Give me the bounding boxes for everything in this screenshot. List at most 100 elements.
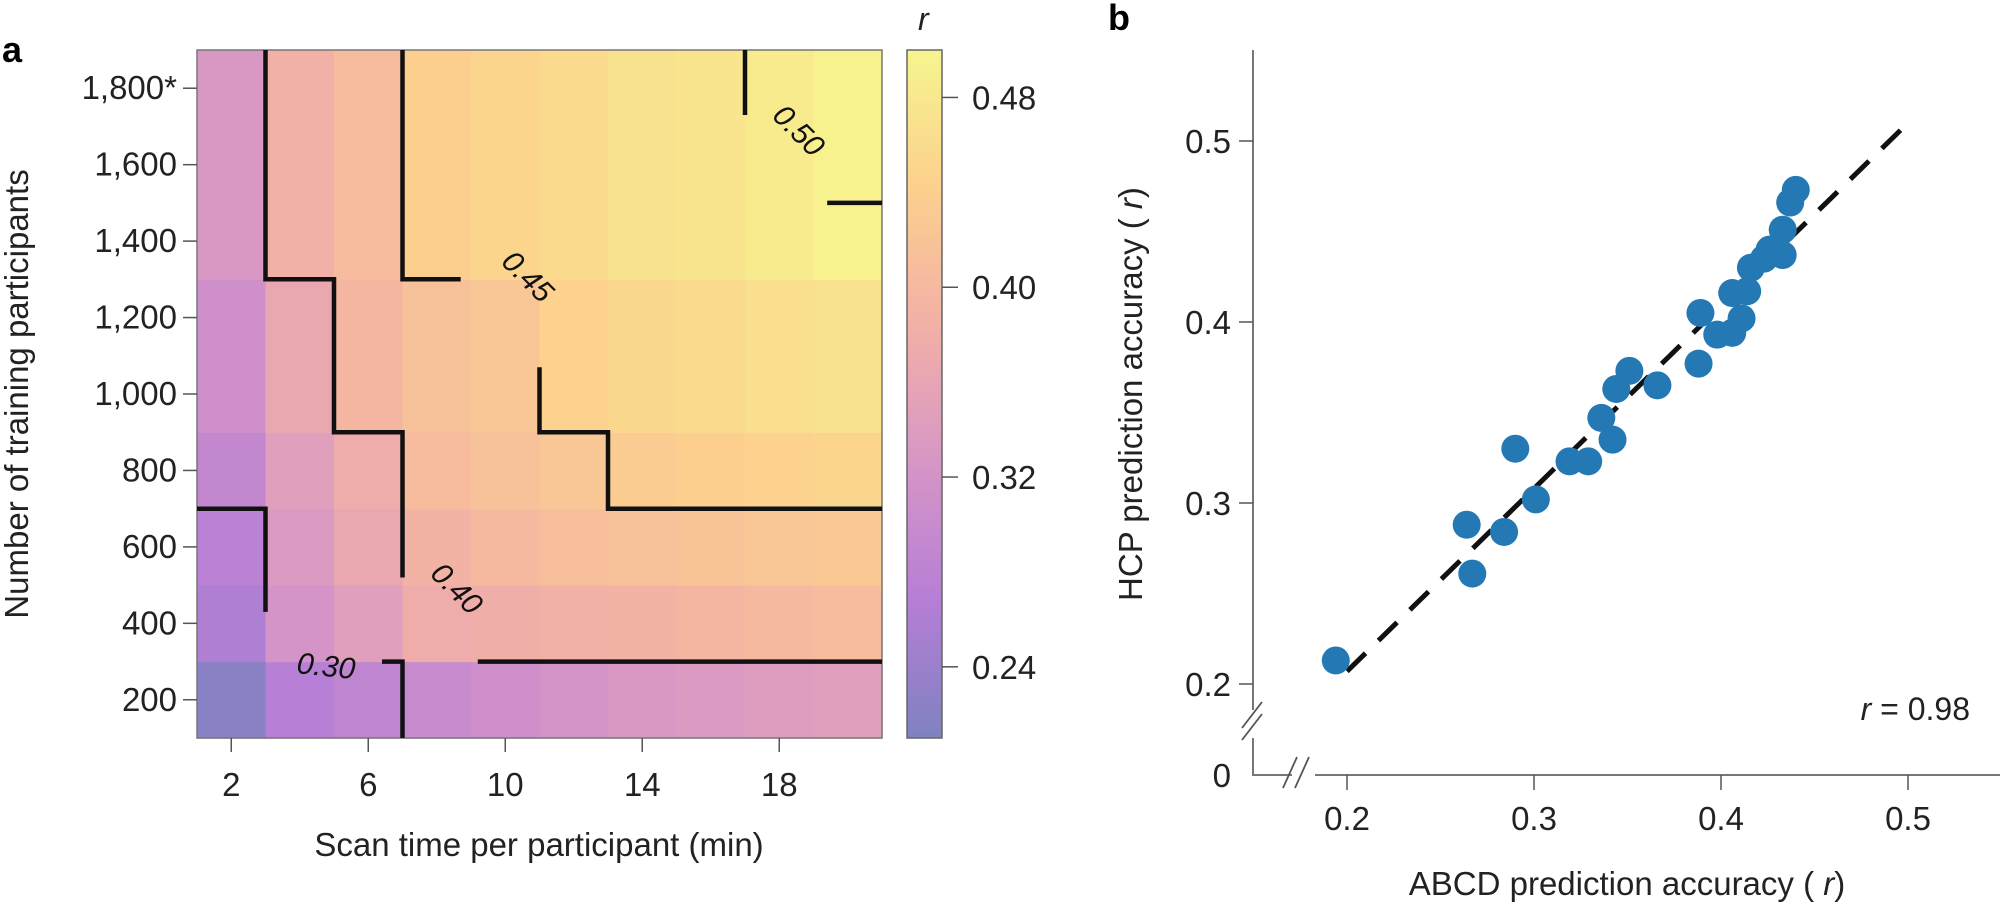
heatmap-cell [608, 508, 678, 586]
x-tick-label: 2 [222, 766, 240, 803]
scatter-point [1587, 403, 1616, 432]
heatmap-cell [471, 50, 541, 280]
x-tick-label: 10 [487, 766, 524, 803]
scatter-x-tick-label: 0.5 [1885, 800, 1931, 837]
heatmap-cell [608, 585, 678, 663]
heatmap-cell [745, 279, 815, 433]
heatmap-cell [265, 432, 335, 510]
scatter-point [1598, 425, 1627, 454]
heatmap-cell [265, 50, 335, 280]
scatter-point [1733, 277, 1762, 306]
heatmap-cell [676, 279, 746, 433]
heatmap-cell [539, 508, 609, 586]
scatter-point [1684, 349, 1713, 378]
r-value: = 0.98 [1871, 691, 1970, 727]
heatmap-cell [813, 508, 883, 586]
scatter-point [1501, 434, 1530, 463]
scatter-y-tick-label: 0.5 [1185, 123, 1231, 160]
contour-lines [197, 50, 882, 738]
scatter-point [1686, 298, 1715, 327]
heatmap-cell [402, 508, 472, 586]
colorbar-title: r [918, 1, 930, 37]
heatmap-cell [676, 661, 746, 739]
scatter-y-axis-title: HCP prediction accuracy ( r) [1112, 187, 1149, 601]
heatmap-x-axis-title: Scan time per participant (min) [314, 826, 763, 863]
r-symbol: r [1861, 691, 1873, 727]
contour-label-030: 0.30 [295, 647, 357, 686]
heatmap-cell [197, 585, 267, 663]
scatter-y-tick-label: 0.3 [1185, 485, 1231, 522]
heatmap-cell [676, 585, 746, 663]
scatter-x-tick-label: 0.4 [1698, 800, 1744, 837]
scatter-points [1321, 175, 1810, 675]
scatter-point [1452, 510, 1481, 539]
scatter-point [1781, 175, 1810, 204]
scatter-point [1768, 241, 1797, 270]
heatmap-cell [334, 279, 404, 433]
panel-a-letter: a [2, 29, 23, 70]
scatter-point [1615, 356, 1644, 385]
x-tick-label: 6 [359, 766, 377, 803]
heatmap-cell [813, 661, 883, 739]
heatmap-cell [539, 585, 609, 663]
contour-line [382, 659, 405, 738]
x-tick-label: 18 [761, 766, 798, 803]
heatmap-cells [197, 50, 883, 739]
heatmap-cell [197, 50, 267, 280]
scatter-point [1643, 371, 1672, 400]
y-tick-label: 1,600 [94, 146, 177, 183]
y-tick-label: 200 [122, 681, 177, 718]
heatmap-cell [197, 432, 267, 510]
heatmap-y-axis: 200 400 600 800 1,000 1,200 1,400 1,600 1,800* [82, 69, 197, 718]
contour-line [537, 367, 882, 511]
colorbar-tick-label: 0.32 [972, 459, 1036, 496]
y-tick-label: 1,400 [94, 222, 177, 259]
panel-b-letter: b [1108, 0, 1130, 38]
heatmap-cell [676, 432, 746, 510]
heatmap-cell [608, 661, 678, 739]
heatmap-cell [745, 50, 815, 280]
heatmap-cell [745, 585, 815, 663]
heatmap-cell [539, 279, 609, 433]
scatter-point [1727, 304, 1756, 333]
heatmap-cell [676, 50, 746, 280]
scatter-x-tick-label: 0.2 [1324, 800, 1370, 837]
heatmap-cell [265, 585, 335, 663]
heatmap-cell [539, 432, 609, 510]
heatmap-cell [471, 508, 541, 586]
colorbar-ticks: 0.24 0.32 0.40 0.48 [942, 79, 1036, 686]
scatter-x-axis-title: ABCD prediction accuracy ( r) [1409, 865, 1846, 902]
scatter-point [1521, 485, 1550, 514]
heatmap-cell [402, 279, 472, 433]
heatmap-cell [813, 50, 883, 280]
heatmap-cell [745, 661, 815, 739]
scatter-axes: 0.2 0.3 0.4 0.5 0 0.2 0.3 0.4 0.5 [1185, 50, 2000, 837]
heatmap-cell [745, 432, 815, 510]
y-tick-label: 400 [122, 604, 177, 641]
y-tick-label: 1,800* [82, 69, 178, 106]
x-tick-label: 14 [624, 766, 661, 803]
colorbar-tick-label: 0.40 [972, 269, 1036, 306]
heatmap-cell [197, 279, 267, 433]
scatter-x-axis-title-text: ABCD prediction accuracy ( [1409, 865, 1814, 902]
y-tick-label: 1,000 [94, 375, 177, 412]
heatmap-cell [334, 432, 404, 510]
colorbar-tick-label: 0.48 [972, 79, 1036, 116]
heatmap-cell [402, 585, 472, 663]
heatmap-cell [539, 50, 609, 280]
contour-line [400, 50, 461, 282]
heatmap-cell [334, 661, 404, 739]
heatmap-cell [813, 585, 883, 663]
heatmap-cell [745, 508, 815, 586]
heatmap-cell [471, 432, 541, 510]
heatmap-cell [334, 50, 404, 280]
heatmap-cell [334, 585, 404, 663]
heatmap-cell [265, 661, 335, 739]
heatmap-cell [676, 508, 746, 586]
heatmap-cell [197, 508, 267, 586]
y-axis-break-icon [1241, 701, 1263, 741]
scatter-point [1768, 215, 1797, 244]
scatter-point [1458, 559, 1487, 588]
correlation-annotation: r = 0.98 [1861, 691, 1970, 727]
